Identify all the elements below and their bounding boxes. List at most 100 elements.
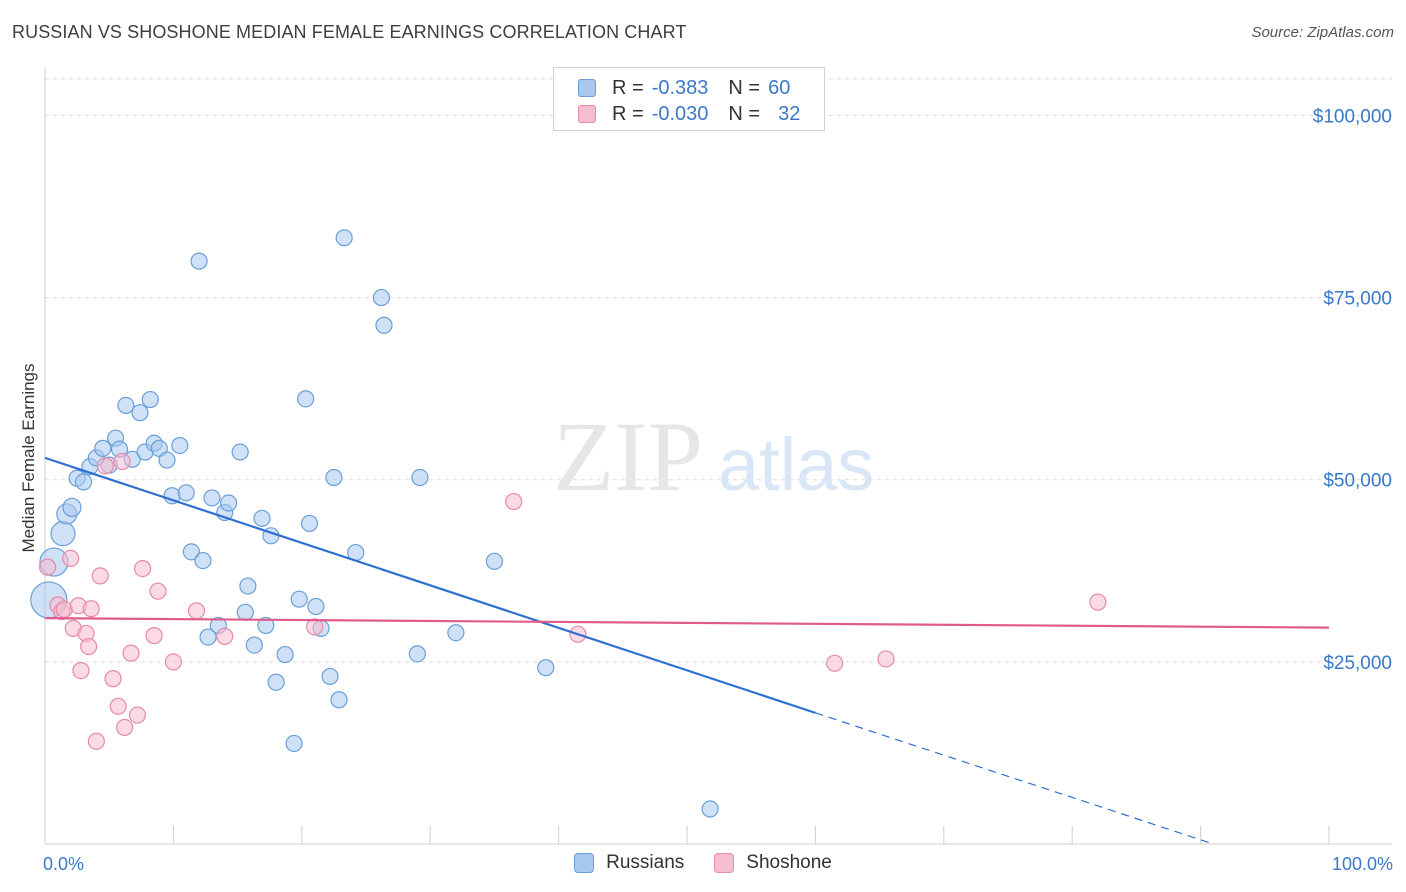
x-tick-label-left: 0.0%: [43, 854, 84, 874]
legend-row-russians: R = -0.383 N = 60: [578, 76, 790, 100]
data-point-russians: [276, 645, 294, 664]
stats-legend: R = -0.383 N = 60 R = -0.030 N = 32: [553, 67, 825, 131]
series-legend: Russians Shoshone: [0, 852, 1406, 874]
legend-r-value: -0.383: [651, 76, 709, 99]
data-point-shoshone: [826, 654, 844, 672]
legend-n-value: 32: [778, 102, 801, 125]
data-point-russians: [131, 404, 149, 422]
data-point-russians: [701, 800, 719, 818]
legend-label-russians: Russians: [606, 852, 685, 873]
data-point-shoshone: [116, 718, 134, 737]
data-point-shoshone: [62, 549, 80, 568]
data-point-russians: [182, 543, 200, 561]
data-point-russians: [307, 597, 325, 616]
data-point-russians: [330, 691, 348, 709]
data-point-shoshone: [164, 653, 182, 671]
data-point-russians: [117, 396, 135, 414]
x-tick-label-right: 100.0%: [1332, 854, 1393, 874]
data-point-shoshone: [505, 492, 523, 511]
data-point-shoshone: [82, 600, 100, 618]
y-tick-label: $50,000: [1323, 471, 1392, 492]
data-point-russians: [50, 521, 76, 547]
data-point-russians: [245, 636, 263, 654]
data-point-shoshone: [128, 706, 147, 724]
data-point-shoshone: [133, 559, 152, 578]
data-points: [30, 229, 1107, 818]
data-point-russians: [194, 551, 212, 570]
data-point-shoshone: [38, 558, 57, 576]
data-point-russians: [325, 468, 343, 487]
data-point-shoshone: [72, 661, 90, 680]
data-point-shoshone: [113, 452, 131, 471]
data-point-shoshone: [80, 637, 98, 656]
y-tick-label: $75,000: [1323, 289, 1392, 310]
watermark-atlas: atlas: [718, 423, 874, 506]
data-point-russians: [141, 390, 159, 409]
data-point-shoshone: [87, 732, 105, 750]
legend-n-value: 60: [768, 76, 791, 99]
data-point-russians: [220, 494, 238, 512]
legend-item-russians: Russians: [574, 852, 684, 874]
data-point-russians: [74, 473, 93, 491]
data-point-shoshone: [109, 697, 127, 715]
chart-title: RUSSIAN VS SHOSHONE MEDIAN FEMALE EARNIN…: [12, 22, 687, 42]
legend-n-label: N =: [728, 102, 761, 125]
data-point-russians: [290, 590, 308, 608]
data-point-shoshone: [104, 670, 122, 688]
data-point-russians: [285, 734, 303, 753]
legend-r-label: R =: [612, 76, 644, 99]
data-point-russians: [236, 603, 254, 621]
legend-item-shoshone: Shoshone: [714, 852, 832, 874]
legend-swatch-shoshone: [578, 105, 596, 123]
trend-line-russians: [44, 456, 816, 714]
data-point-russians: [321, 667, 339, 686]
y-tick-label: $100,000: [1313, 106, 1392, 127]
data-point-russians: [485, 552, 503, 570]
y-axis-label: Median Female Earnings: [19, 364, 38, 553]
trend-lines: [44, 456, 1330, 845]
legend-label-shoshone: Shoshone: [746, 852, 832, 873]
data-point-russians: [231, 443, 249, 461]
axes: [44, 67, 1392, 845]
data-point-russians: [199, 628, 217, 646]
data-point-russians: [537, 659, 555, 677]
data-point-russians: [372, 288, 391, 307]
data-point-russians: [203, 489, 221, 507]
trend-line-extension-russians: [815, 712, 1214, 845]
legend-r-label: R =: [612, 102, 644, 125]
data-point-shoshone: [877, 650, 895, 668]
y-tick-label: $25,000: [1323, 653, 1392, 674]
data-point-shoshone: [149, 582, 167, 600]
legend-row-shoshone: R = -0.030 N = 32: [578, 102, 800, 126]
gridlines: [45, 78, 1392, 663]
data-point-shoshone: [91, 567, 109, 585]
data-point-shoshone: [216, 627, 234, 645]
data-point-russians: [411, 468, 429, 487]
data-point-shoshone: [55, 600, 73, 619]
legend-swatch-shoshone: [714, 853, 735, 873]
data-point-russians: [447, 624, 465, 642]
legend-swatch-russians: [578, 79, 596, 97]
data-point-russians: [94, 439, 112, 457]
data-point-shoshone: [187, 602, 206, 620]
trend-line-shoshone: [44, 617, 1330, 629]
chart-source: Source: ZipAtlas.com: [1251, 24, 1394, 41]
data-point-russians: [158, 451, 176, 469]
legend-n-label: N =: [728, 76, 761, 99]
data-point-russians: [335, 229, 353, 247]
data-point-russians: [408, 645, 426, 663]
data-point-shoshone: [122, 644, 140, 662]
data-point-shoshone: [1089, 593, 1107, 611]
tick-labels: $25,000 $50,000 $75,000 $100,000 0.0% 100.0%: [43, 106, 1393, 874]
data-point-shoshone: [306, 618, 324, 636]
data-point-russians: [239, 577, 257, 595]
watermark-zip: ZIP: [553, 401, 703, 512]
data-point-russians: [177, 484, 195, 502]
data-point-russians: [267, 673, 285, 691]
data-point-russians: [62, 497, 82, 517]
data-point-russians: [297, 390, 315, 408]
data-point-russians: [253, 509, 271, 527]
data-point-russians: [190, 252, 208, 270]
data-point-russians: [257, 616, 275, 635]
